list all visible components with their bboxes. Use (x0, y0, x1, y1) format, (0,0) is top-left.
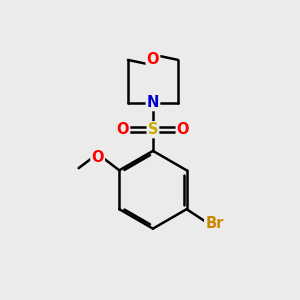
Text: O: O (117, 122, 129, 137)
Text: N: N (147, 95, 159, 110)
Text: O: O (92, 150, 104, 165)
Text: S: S (148, 122, 158, 137)
Text: O: O (147, 52, 159, 68)
Text: Br: Br (205, 216, 224, 231)
Text: O: O (177, 122, 189, 137)
